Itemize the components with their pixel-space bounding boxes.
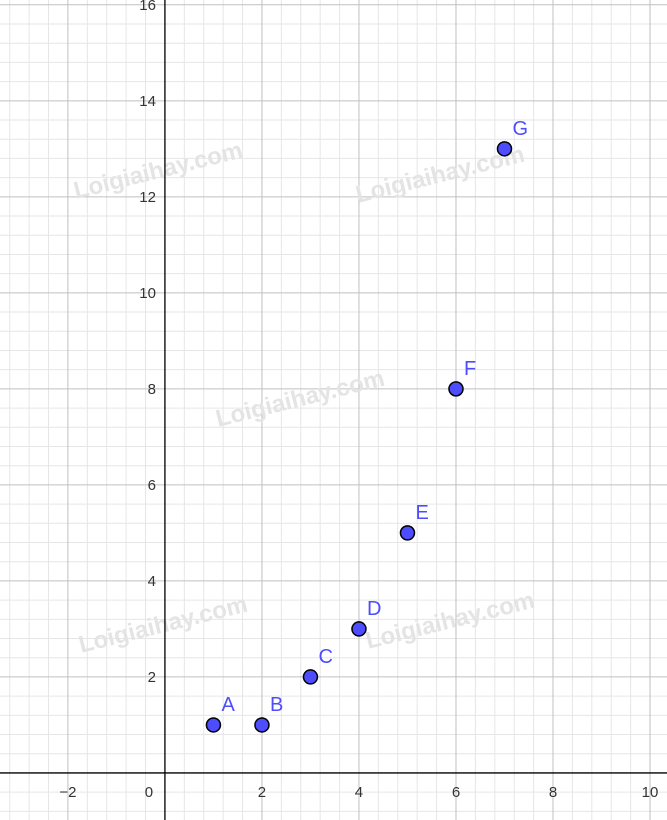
points: A B C D E F G (205, 118, 528, 733)
point-label: G (512, 118, 528, 140)
x-tick-label: 10 (642, 784, 659, 801)
point-marker (496, 141, 513, 157)
point-marker (448, 381, 464, 397)
point-c: C (302, 646, 333, 685)
y-tick-label: 16 (139, 0, 156, 14)
watermark: Loigiaihay.com (363, 587, 537, 655)
tick-labels: −2 0 2 4 6 8 10 2 4 6 8 10 12 14 16 (59, 0, 658, 801)
x-tick-label: 0 (145, 784, 153, 801)
point-f: F (448, 358, 476, 397)
point-marker (399, 525, 416, 541)
point-a: A (205, 694, 235, 733)
x-tick-label: 4 (355, 784, 363, 801)
y-tick-label: 6 (148, 477, 156, 494)
point-label: F (464, 358, 476, 380)
y-tick-label: 14 (139, 93, 156, 110)
x-tick-label: 8 (549, 784, 557, 801)
x-tick-label: −2 (59, 784, 76, 801)
y-tick-label: 12 (139, 189, 156, 206)
point-b: B (254, 694, 283, 733)
watermark: Loigiaihay.com (213, 365, 387, 433)
y-tick-label: 8 (148, 381, 156, 398)
point-marker (351, 621, 367, 637)
y-tick-label: 2 (148, 669, 156, 686)
watermark: Loigiaihay.com (76, 591, 250, 659)
point-label: B (270, 694, 283, 716)
point-label: C (318, 646, 332, 668)
x-tick-label: 2 (258, 784, 266, 801)
point-e: E (399, 502, 429, 541)
point-label: E (415, 502, 428, 524)
y-tick-label: 4 (148, 573, 156, 590)
point-marker (302, 669, 319, 685)
point-g: G (496, 118, 528, 157)
point-d: D (351, 598, 381, 637)
y-tick-label: 10 (139, 285, 156, 302)
x-tick-label: 6 (452, 784, 460, 801)
point-label: D (367, 598, 381, 620)
watermark: Loigiaihay.com (71, 137, 245, 205)
point-label: A (221, 694, 235, 716)
point-marker (205, 717, 222, 733)
point-marker (254, 717, 270, 733)
